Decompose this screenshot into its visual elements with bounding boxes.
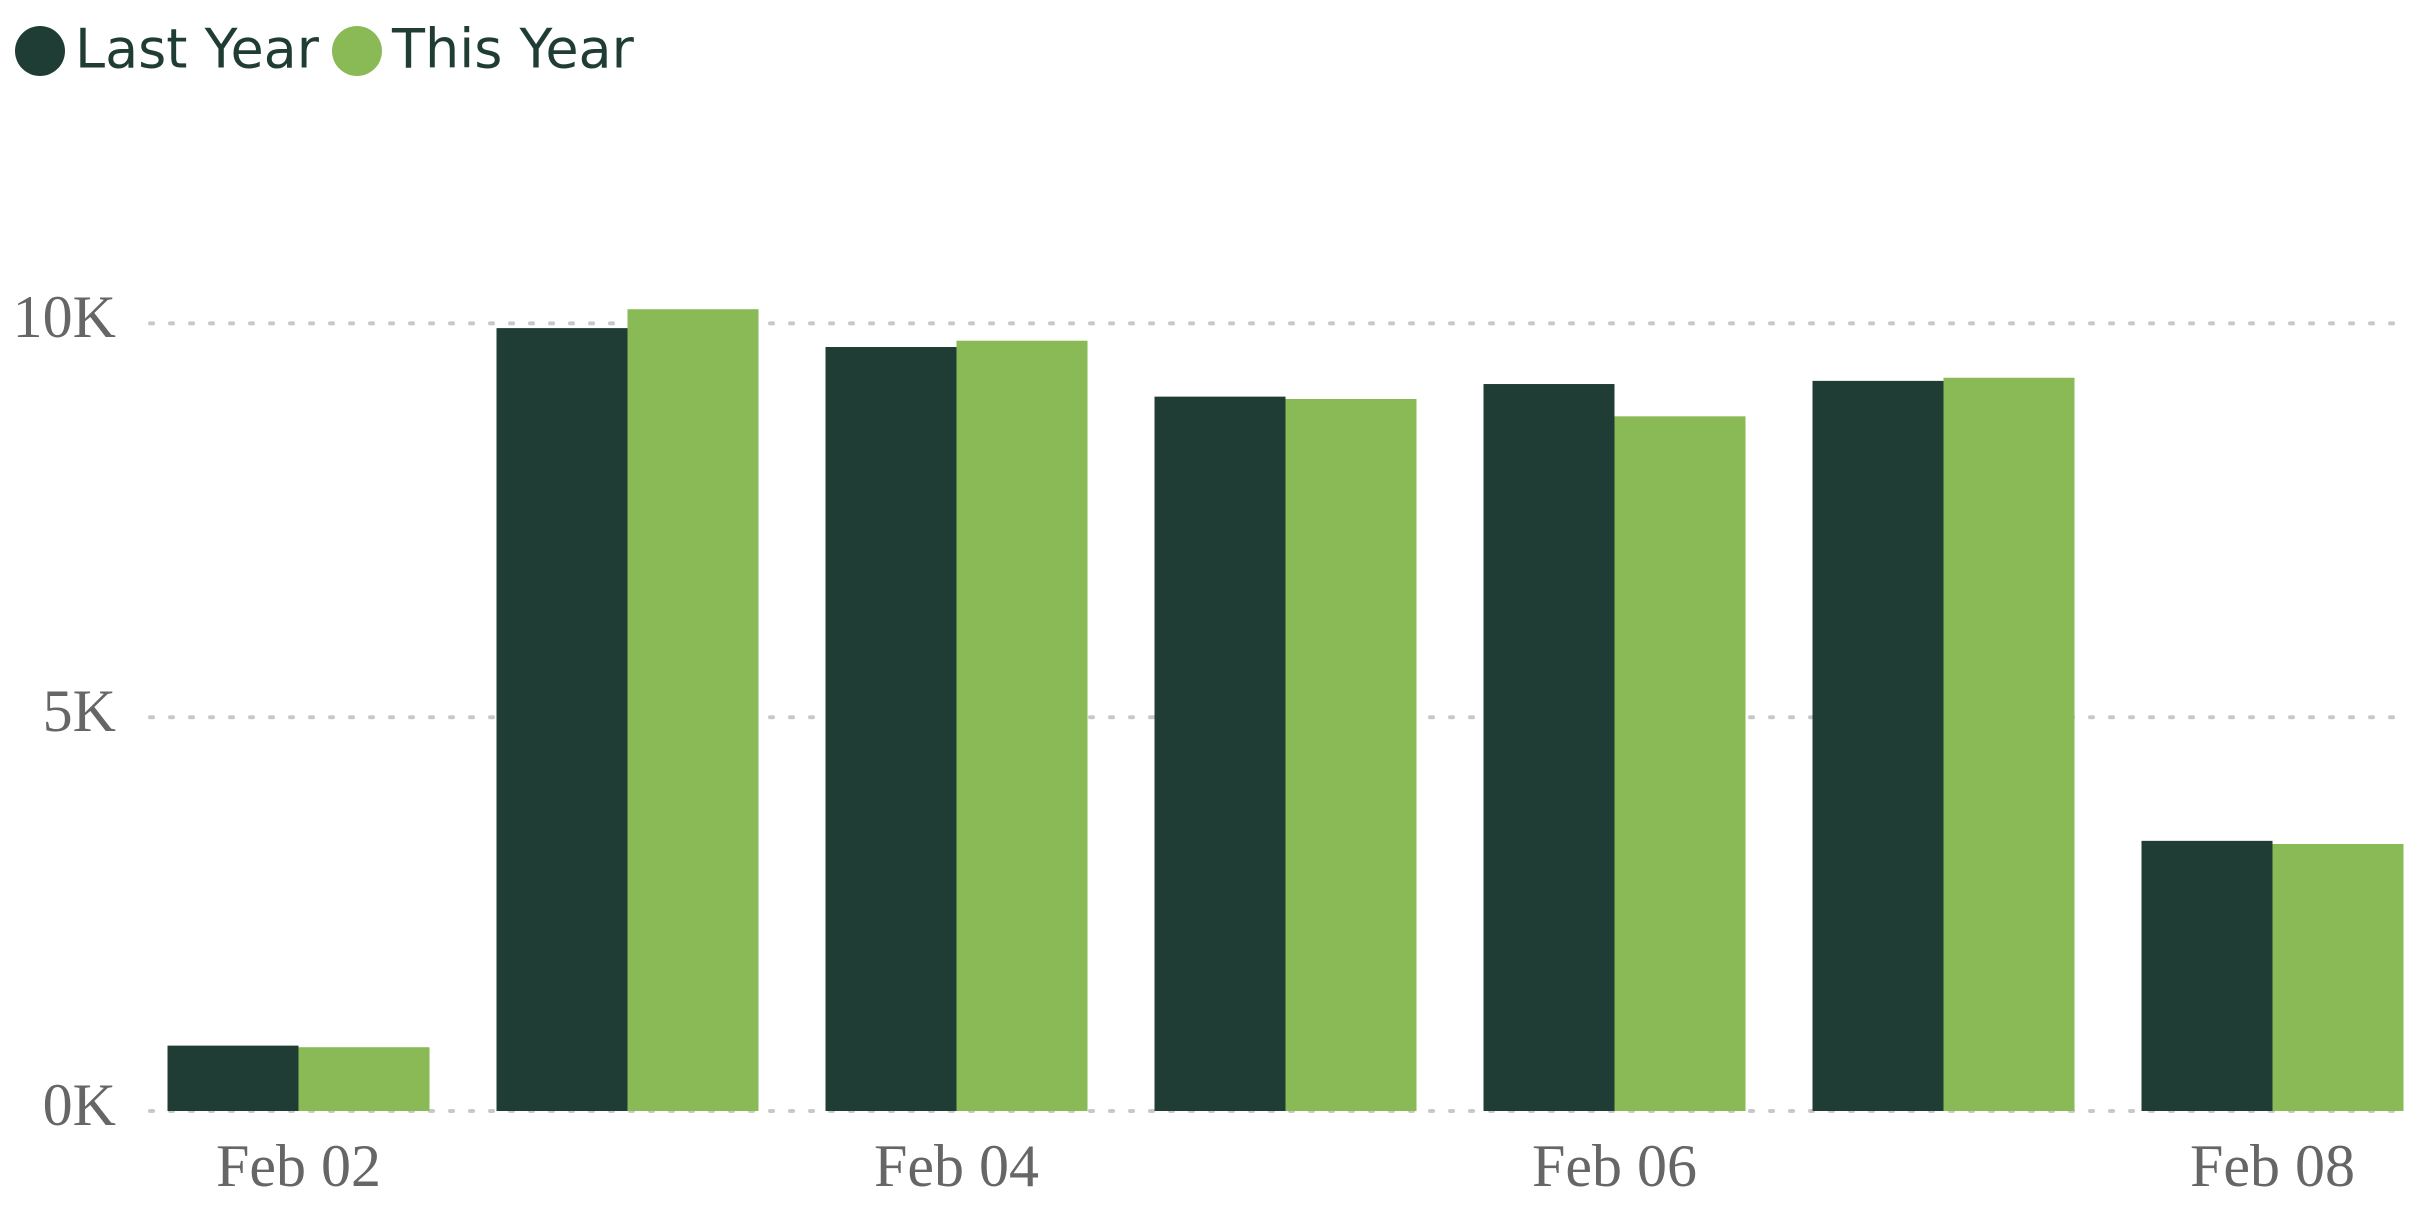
bar[interactable] <box>1285 398 1417 1111</box>
x-tick-label: Feb 02 <box>216 1133 381 1199</box>
bar[interactable] <box>167 1045 299 1111</box>
bar[interactable] <box>825 347 957 1111</box>
legend-marker[interactable] <box>332 26 382 76</box>
y-tick-label: 10K <box>13 284 116 350</box>
y-tick-label: 5K <box>43 678 116 744</box>
x-tick-label: Feb 08 <box>2190 1133 2355 1199</box>
bar[interactable] <box>1943 377 2075 1111</box>
bar[interactable] <box>496 328 628 1111</box>
legend-label[interactable]: Last Year <box>75 18 320 81</box>
bar[interactable] <box>2141 840 2273 1111</box>
bar[interactable] <box>956 340 1088 1111</box>
legend-marker[interactable] <box>15 26 65 76</box>
y-tick-label: 0K <box>43 1072 116 1138</box>
bar[interactable] <box>1483 384 1615 1112</box>
x-tick-label: Feb 04 <box>874 1133 1039 1199</box>
legend-label[interactable]: This Year <box>391 18 635 81</box>
bar[interactable] <box>1614 416 1746 1111</box>
x-tick-label: Feb 06 <box>1532 1133 1697 1199</box>
bar[interactable] <box>2272 843 2404 1111</box>
bar[interactable] <box>298 1047 430 1111</box>
bar[interactable] <box>627 309 759 1111</box>
bar[interactable] <box>1154 396 1286 1111</box>
bar[interactable] <box>1812 380 1944 1111</box>
